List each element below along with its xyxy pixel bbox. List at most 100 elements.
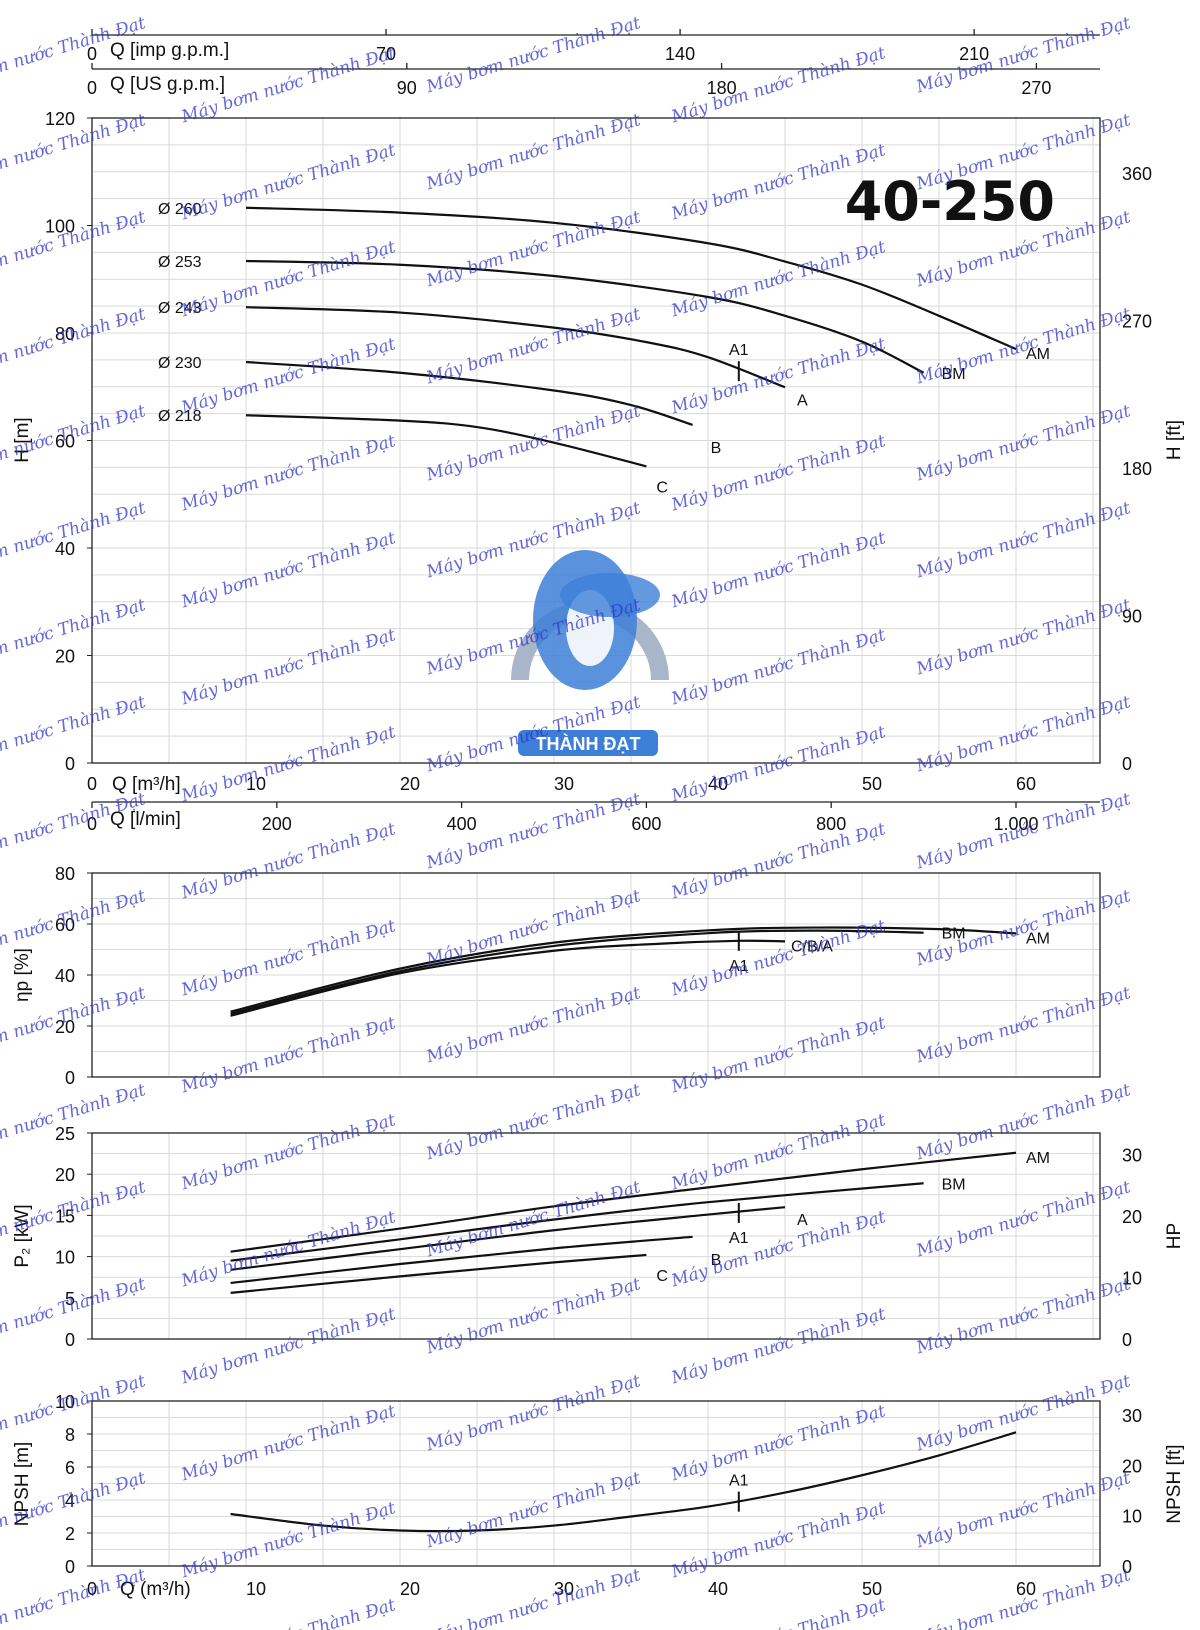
series-curve-a bbox=[230, 1206, 786, 1271]
company-logo: THÀNH ĐẠT bbox=[511, 550, 669, 756]
watermark-text: Máy bơm nước Thành Đạt bbox=[913, 1565, 1133, 1630]
series-end-label: AM bbox=[1026, 346, 1050, 363]
y-tick-label: 10 bbox=[55, 1392, 75, 1412]
series-end-label: C bbox=[656, 479, 668, 496]
logo-wave bbox=[560, 573, 660, 617]
watermark-text: Máy bơm nước Thành Đạt bbox=[423, 1565, 643, 1630]
watermark-text: Máy bơm nước Thành Đạt bbox=[423, 983, 643, 1068]
x-tick-label: 50 bbox=[862, 774, 882, 794]
duty-point-label: A1 bbox=[729, 1473, 749, 1490]
y-tick-label: 6 bbox=[65, 1458, 75, 1478]
series-end-label: BM bbox=[942, 366, 966, 383]
x-tick-label: 0 bbox=[87, 1579, 97, 1599]
watermark-text: Máy bơm nước Thành Đạt bbox=[423, 1274, 643, 1359]
top-axis-tick-label: 140 bbox=[665, 44, 695, 64]
y-tick-label: 0 bbox=[65, 1068, 75, 1088]
watermark-text: Máy bơm nước Thành Đạt bbox=[178, 625, 398, 710]
watermark-text: Máy bơm nước Thành Đạt bbox=[0, 789, 148, 874]
y-tick-label: 120 bbox=[45, 109, 75, 129]
series-end-label: C bbox=[656, 1268, 668, 1285]
x-tick-label: 30 bbox=[554, 774, 574, 794]
watermark-text: Máy bơm nước Thành Đạt bbox=[0, 304, 148, 389]
lmin-tick-label: 600 bbox=[631, 814, 661, 834]
logo-banner bbox=[518, 730, 658, 756]
y-tick-label: 0 bbox=[65, 754, 75, 774]
series-curve-bm bbox=[230, 929, 924, 1015]
watermark-text: Máy bơm nước Thành Đạt bbox=[668, 722, 888, 807]
y-right-tick-label: 30 bbox=[1122, 1406, 1142, 1426]
series-end-label: A bbox=[797, 392, 808, 409]
impeller-diameter-label: Ø 230 bbox=[158, 355, 202, 372]
y-tick-label: 20 bbox=[55, 647, 75, 667]
watermark-text: Máy bơm nước Thành Đạt bbox=[178, 722, 398, 807]
series-curve-bm bbox=[245, 259, 925, 374]
impeller-diameter-label: Ø 243 bbox=[158, 300, 202, 317]
chart-title: 40-250 bbox=[845, 170, 1055, 233]
y-tick-label: 25 bbox=[55, 1124, 75, 1144]
watermark-text: Máy bơm nước Thành Đạt bbox=[668, 625, 888, 710]
series-end-label: B bbox=[711, 440, 722, 457]
watermark-text: Máy bơm nước Thành Đạt bbox=[178, 334, 398, 419]
series-curve-am bbox=[245, 206, 1017, 351]
y-right-tick-label: 0 bbox=[1122, 754, 1132, 774]
impeller-diameter-label: Ø 253 bbox=[158, 254, 202, 271]
y-axis-label: P₂ [kW] bbox=[12, 1204, 33, 1267]
series-curve-b bbox=[245, 360, 693, 426]
series-curve-a bbox=[245, 306, 786, 389]
series-end-label: B bbox=[711, 1252, 722, 1269]
y-right-tick-label: 0 bbox=[1122, 1557, 1132, 1577]
top-axis-tick-label: 270 bbox=[1021, 78, 1051, 98]
x-tick-label: 20 bbox=[400, 1579, 420, 1599]
top-axis-tick-label: 0 bbox=[87, 78, 97, 98]
watermark-text: Máy bơm nước Thành Đạt bbox=[178, 916, 398, 1001]
watermark-text: Máy bơm nước Thành Đạt bbox=[668, 819, 888, 904]
watermark-text: Máy bơm nước Thành Đạt bbox=[178, 1401, 398, 1486]
text-layer: 0204060801001200204060800510152025024681… bbox=[12, 40, 1185, 1600]
y-tick-label: 60 bbox=[55, 915, 75, 935]
watermark-text: Máy bơm nước Thành Đạt bbox=[423, 1468, 643, 1553]
y-tick-label: 4 bbox=[65, 1491, 75, 1511]
duty-point-label: A1 bbox=[729, 958, 749, 975]
x-tick-label: 10 bbox=[246, 1579, 266, 1599]
panel-frame bbox=[91, 1400, 1101, 1567]
y-axis-label: NPSH [m] bbox=[12, 1442, 33, 1526]
watermark-text: Máy bơm nước Thành Đạt bbox=[668, 528, 888, 613]
y-right-tick-label: 30 bbox=[1122, 1146, 1142, 1166]
top-axis-label: Q [imp g.p.m.] bbox=[110, 40, 229, 61]
y-tick-label: 2 bbox=[65, 1524, 75, 1544]
watermark-text: Máy bơm nước Thành Đạt bbox=[423, 110, 643, 195]
series-curve-bm bbox=[230, 1182, 924, 1262]
watermark-text: Máy bơm nước Thành Đạt bbox=[0, 595, 148, 680]
lmin-tick-label: 200 bbox=[262, 814, 292, 834]
top-axis-tick-label: 70 bbox=[376, 44, 396, 64]
top-axis-tick-label: 0 bbox=[87, 44, 97, 64]
y-tick-label: 20 bbox=[55, 1165, 75, 1185]
watermark-text: Máy bơm nước Thành Đạt bbox=[668, 1498, 888, 1583]
series-end-label: C/B/A bbox=[791, 938, 833, 955]
logo-text: THÀNH ĐẠT bbox=[536, 733, 641, 754]
y-tick-label: 40 bbox=[55, 966, 75, 986]
series-end-label: A bbox=[797, 1212, 808, 1229]
top-axis-label: Q [US g.p.m.] bbox=[110, 74, 225, 95]
watermark-text: Máy bơm nước Thành Đạt bbox=[668, 431, 888, 516]
series-curve-b bbox=[230, 1235, 693, 1285]
watermark-text: Máy bơm nước Thành Đạt bbox=[668, 1207, 888, 1292]
x-tick-label: 10 bbox=[246, 774, 266, 794]
series-curve-npsh bbox=[230, 1431, 1017, 1533]
y-axis-label: H [m] bbox=[12, 417, 33, 462]
x-tick-label: 60 bbox=[1016, 774, 1036, 794]
series-end-label: BM bbox=[942, 1176, 966, 1193]
y-tick-label: 0 bbox=[65, 1330, 75, 1350]
watermark-text: Máy bơm nước Thành Đạt bbox=[668, 1304, 888, 1389]
x-tick-label: 20 bbox=[400, 774, 420, 794]
impeller-diameter-label: Ø 260 bbox=[158, 201, 202, 218]
y-right-tick-label: 270 bbox=[1122, 312, 1152, 332]
y-tick-label: 80 bbox=[55, 324, 75, 344]
grid-layer bbox=[92, 118, 1100, 1566]
y-tick-label: 10 bbox=[55, 1248, 75, 1268]
x-tick-label: 40 bbox=[708, 774, 728, 794]
duty-point-label: A1 bbox=[729, 1230, 749, 1247]
y-axis-label: HP bbox=[1164, 1223, 1185, 1249]
y-tick-label: 8 bbox=[65, 1425, 75, 1445]
